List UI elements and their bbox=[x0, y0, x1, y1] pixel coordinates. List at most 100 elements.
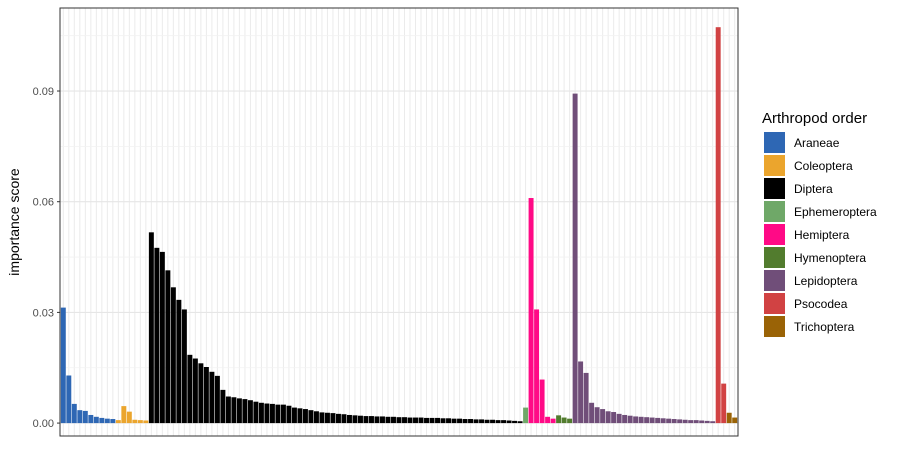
legend-label-hymenoptera: Hymenoptera bbox=[794, 251, 866, 265]
bar-lepidoptera-2 bbox=[578, 361, 584, 424]
bar-araneae-5 bbox=[82, 410, 88, 424]
legend-label-lepidoptera: Lepidoptera bbox=[794, 274, 858, 288]
bar-diptera-6 bbox=[176, 299, 182, 424]
bar-diptera-28 bbox=[297, 408, 303, 424]
bar-diptera-26 bbox=[286, 405, 292, 424]
bar-araneae-3 bbox=[71, 403, 77, 424]
bar-hemiptera-3 bbox=[539, 379, 545, 424]
legend-swatch-diptera bbox=[764, 178, 785, 199]
bar-diptera-8 bbox=[187, 354, 193, 424]
legend-label-trichoptera: Trichoptera bbox=[794, 320, 855, 334]
bar-diptera-32 bbox=[319, 412, 325, 424]
legend-label-ephemeroptera: Ephemeroptera bbox=[794, 205, 877, 219]
bar-diptera-39 bbox=[358, 415, 363, 424]
bar-araneae-10 bbox=[110, 419, 116, 424]
bar-coleoptera-1 bbox=[115, 420, 121, 424]
bar-diptera-42 bbox=[374, 416, 380, 424]
bar-diptera-41 bbox=[369, 416, 374, 424]
bar-lepidoptera-22 bbox=[688, 420, 694, 424]
bar-diptera-51 bbox=[424, 417, 429, 424]
legend-label-hemiptera: Hemiptera bbox=[794, 228, 850, 242]
bar-diptera-49 bbox=[413, 417, 418, 424]
bar-diptera-36 bbox=[341, 414, 347, 424]
bar-lepidoptera-14 bbox=[644, 417, 650, 424]
bar-diptera-3 bbox=[159, 251, 165, 424]
legend-swatch-trichoptera bbox=[764, 316, 785, 337]
legend-label-araneae: Araneae bbox=[794, 136, 840, 150]
bar-lepidoptera-7 bbox=[605, 411, 611, 424]
bar-diptera-13 bbox=[214, 375, 220, 424]
bar-diptera-15 bbox=[225, 396, 231, 424]
legend-label-psocodea: Psocodea bbox=[794, 297, 848, 311]
bar-lepidoptera-12 bbox=[633, 416, 639, 424]
bar-hymenoptera-1 bbox=[556, 415, 562, 424]
bar-araneae-6 bbox=[88, 414, 94, 424]
bar-diptera-58 bbox=[462, 419, 468, 424]
bar-diptera-33 bbox=[324, 412, 330, 424]
bar-araneae-9 bbox=[104, 418, 110, 424]
bar-araneae-8 bbox=[99, 417, 105, 424]
bar-diptera-48 bbox=[407, 417, 413, 424]
bar-diptera-25 bbox=[280, 404, 286, 424]
y-tick-label: 0.06 bbox=[33, 197, 54, 209]
bar-lepidoptera-19 bbox=[671, 419, 677, 424]
bar-diptera-20 bbox=[253, 401, 259, 424]
bar-hemiptera-1 bbox=[528, 198, 534, 424]
y-axis-title: importance score bbox=[6, 168, 22, 276]
bar-coleoptera-6 bbox=[143, 420, 149, 424]
legend-swatch-psocodea bbox=[764, 293, 785, 314]
bar-lepidoptera-11 bbox=[627, 415, 633, 424]
bar-psocodea-2 bbox=[721, 383, 727, 424]
bar-lepidoptera-3 bbox=[583, 372, 589, 424]
bar-psocodea-1 bbox=[715, 27, 721, 424]
bar-diptera-47 bbox=[402, 417, 407, 424]
bar-ephemeroptera-1 bbox=[523, 407, 529, 424]
bar-diptera-27 bbox=[291, 407, 297, 424]
bar-diptera-10 bbox=[198, 363, 204, 424]
bar-diptera-40 bbox=[363, 416, 369, 424]
bar-hemiptera-2 bbox=[534, 309, 540, 424]
bar-araneae-7 bbox=[93, 416, 99, 424]
bar-lepidoptera-9 bbox=[616, 413, 622, 424]
bar-coleoptera-4 bbox=[132, 419, 138, 424]
bar-coleoptera-5 bbox=[137, 420, 143, 424]
bar-diptera-68 bbox=[517, 421, 523, 424]
bar-diptera-62 bbox=[484, 419, 490, 424]
bar-diptera-30 bbox=[308, 410, 314, 424]
bar-diptera-24 bbox=[275, 404, 281, 424]
legend-label-diptera: Diptera bbox=[794, 182, 833, 196]
bar-diptera-5 bbox=[170, 287, 176, 424]
bar-lepidoptera-24 bbox=[699, 420, 705, 424]
bar-lepidoptera-10 bbox=[622, 414, 628, 424]
legend-title: Arthropod order bbox=[762, 110, 867, 127]
bar-lepidoptera-26 bbox=[710, 421, 716, 424]
bar-lepidoptera-20 bbox=[677, 419, 683, 424]
bar-diptera-54 bbox=[440, 418, 446, 424]
legend-swatch-hymenoptera bbox=[764, 247, 785, 268]
bar-lepidoptera-17 bbox=[660, 418, 666, 424]
plot-panel-border bbox=[59, 7, 739, 437]
bar-coleoptera-2 bbox=[121, 406, 127, 424]
bar-diptera-50 bbox=[418, 417, 424, 424]
bar-diptera-31 bbox=[313, 411, 319, 424]
bar-diptera-17 bbox=[236, 398, 242, 424]
bar-diptera-16 bbox=[231, 397, 237, 424]
y-axis-ticks bbox=[57, 90, 60, 424]
bar-araneae-2 bbox=[66, 375, 72, 424]
bar-diptera-46 bbox=[396, 417, 402, 424]
bar-lepidoptera-25 bbox=[704, 420, 710, 424]
bar-diptera-29 bbox=[302, 409, 308, 424]
bar-lepidoptera-4 bbox=[589, 402, 595, 424]
bar-diptera-37 bbox=[346, 414, 352, 424]
bar-diptera-7 bbox=[181, 309, 187, 424]
legend-swatch-coleoptera bbox=[764, 155, 785, 176]
bar-diptera-9 bbox=[192, 358, 198, 424]
legend-label-coleoptera: Coleoptera bbox=[794, 159, 853, 173]
bar-diptera-22 bbox=[264, 403, 270, 424]
bar-diptera-18 bbox=[242, 399, 248, 424]
bar-hymenoptera-3 bbox=[567, 418, 573, 424]
bar-hemiptera-4 bbox=[545, 416, 551, 424]
bar-lepidoptera-8 bbox=[611, 412, 617, 424]
bar-lepidoptera-5 bbox=[594, 407, 600, 424]
